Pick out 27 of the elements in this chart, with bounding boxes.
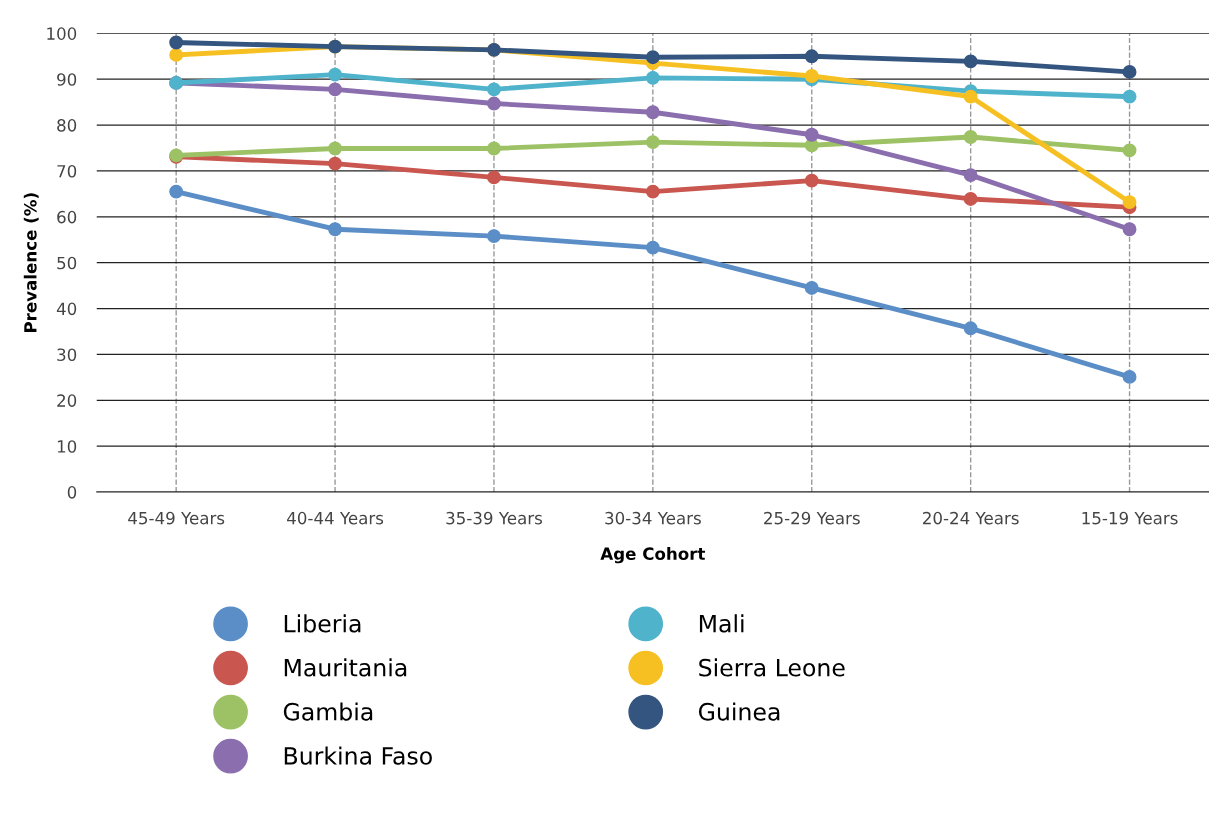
legend-label: Sierra Leone	[699, 658, 845, 677]
y-tick-label: 0	[67, 486, 77, 499]
x-tick-label: 35-39 Years	[446, 511, 542, 525]
x-axis-title: Age Cohort	[600, 547, 706, 564]
x-tick-label: 40-44 Years	[287, 511, 384, 525]
x-tick-label: 25-29 Years	[764, 511, 860, 525]
legend-label: Mali	[699, 614, 744, 633]
y-tick-label: 70	[57, 164, 77, 178]
y-tick-label: 10	[57, 440, 77, 453]
y-tick-label: 40	[56, 302, 77, 316]
y-tick-label: 30	[57, 348, 77, 362]
x-tick-label: 20-24 Years	[923, 511, 1019, 525]
y-axis-title: Prevalence (%)	[23, 193, 39, 333]
x-tick-label: 30-34 Years	[605, 511, 701, 525]
y-tick-label: 50	[57, 256, 77, 270]
legend-label: Liberia	[284, 614, 361, 633]
legend-label: Gambia	[283, 702, 373, 721]
y-tick-label: 80	[57, 119, 77, 132]
y-tick-label: 20	[57, 394, 77, 407]
y-tick-label: 60	[57, 210, 77, 224]
y-tick-label: 90	[57, 73, 77, 86]
legend-label: Mauritania	[284, 658, 407, 677]
x-tick-label: 15-19 Years	[1082, 511, 1178, 525]
x-tick-label: 45-49 Years	[128, 511, 225, 525]
legend-label: Guinea	[698, 702, 780, 721]
y-tick-label: 100	[47, 27, 77, 40]
legend-label: Burkina Faso	[284, 746, 432, 765]
